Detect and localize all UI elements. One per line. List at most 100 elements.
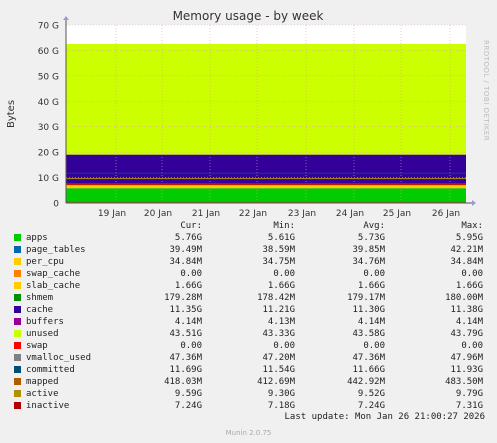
legend-swatch [14,390,21,397]
legend-label: buffers [26,317,64,327]
legend-swatch [14,270,21,277]
legend-label: unused [26,329,59,339]
legend-max-value: 34.84M [450,257,483,267]
legend-avg-value: 39.85M [352,245,385,255]
legend-row-swap: swap 0.00 0.00 0.00 0.00 [0,340,497,352]
legend-header: Cur: Min: Avg: Max: [0,220,497,232]
legend-min-value: 47.20M [262,353,295,363]
legend-label: per_cpu [26,257,64,267]
last-update: Last update: Mon Jan 26 21:00:27 2026 [284,412,485,422]
legend-min-value: 34.75M [262,257,295,267]
legend-swatch [14,342,21,349]
legend-swatch [14,294,21,301]
legend-row-cache: cache 11.35G 11.21G 11.30G 11.38G [0,304,497,316]
legend-cur-value: 9.59G [174,389,202,399]
legend-cur-value: 7.24G [174,401,202,411]
legend-swatch [14,354,21,361]
legend-min-value: 38.59M [262,245,295,255]
area-unused [66,43,466,155]
legend-min-value: 5.61G [267,233,295,243]
legend-avg-value: 9.52G [357,389,385,399]
legend-avg-value: 34.76M [352,257,385,267]
munin-version: Munin 2.0.75 [225,429,272,437]
x-tick-label: 25 Jan [383,209,411,219]
y-tick-label: 60 G [38,47,59,57]
legend-row-apps: apps 5.76G 5.61G 5.73G 5.95G [0,232,497,244]
legend-max-value: 7.31G [455,401,483,411]
legend-avg-value: 7.24G [357,401,385,411]
legend-swatch [14,246,21,253]
legend-swatch [14,318,21,325]
legend-max-value: 483.50M [445,377,483,387]
x-axis-arrow [472,200,476,206]
legend-avg-value: 0.00 [363,269,385,279]
legend-avg-value: 0.00 [363,341,385,351]
col-max: Max: [461,221,483,231]
legend-min-value: 9.30G [267,389,295,399]
legend-min-value: 0.00 [273,341,295,351]
legend-cur-value: 11.35G [169,305,202,315]
legend-swatch [14,306,21,313]
legend-max-value: 4.14M [455,317,483,327]
y-tick-label: 50 G [38,72,59,82]
legend-max-value: 1.66G [455,281,483,291]
area-shmem [66,183,466,184]
legend-max-value: 42.21M [450,245,483,255]
col-min: Min: [273,221,295,231]
y-axis-arrow [63,16,69,20]
legend-cur-value: 0.00 [180,269,202,279]
legend-label: page_tables [26,245,86,255]
legend-avg-value: 43.58G [352,329,385,339]
legend-avg-value: 11.30G [352,305,385,315]
legend-cur-value: 4.14M [174,317,202,327]
legend-swatch [14,258,21,265]
x-tick-label: 22 Jan [239,209,267,219]
legend-cur-value: 179.28M [164,293,202,303]
legend-row-shmem: shmem 179.28M 178.42M 179.17M 180.00M [0,292,497,304]
legend-swatch [14,282,21,289]
legend-min-value: 1.66G [267,281,295,291]
legend-cur-value: 39.49M [169,245,202,255]
legend-max-value: 5.95G [455,233,483,243]
area-apps [66,188,466,203]
legend-row-per_cpu: per_cpu 34.84M 34.75M 34.76M 34.84M [0,256,497,268]
col-avg: Avg: [363,221,385,231]
legend-row-inactive: inactive 7.24G 7.18G 7.24G 7.31G [0,400,497,412]
legend-row-vmalloc_used: vmalloc_used 47.36M 47.20M 47.36M 47.96M [0,352,497,364]
legend-min-value: 11.54G [262,365,295,375]
legend-cur-value: 47.36M [169,353,202,363]
legend-swatch [14,402,21,409]
legend-label: inactive [26,401,70,411]
x-tick-label: 19 Jan [98,209,126,219]
y-tick-label: 70 G [38,22,59,32]
legend-avg-value: 1.66G [357,281,385,291]
legend-swatch [14,378,21,385]
y-tick-label: 30 G [38,123,59,133]
legend-avg-value: 47.36M [352,353,385,363]
legend-avg-value: 5.73G [357,233,385,243]
legend-row-active: active 9.59G 9.30G 9.52G 9.79G [0,388,497,400]
legend-avg-value: 442.92M [347,377,385,387]
y-axis-label: Bytes [6,100,17,128]
legend-swatch [14,366,21,373]
legend-swatch [14,234,21,241]
legend-max-value: 43.79G [450,329,483,339]
x-tick-label: 20 Jan [144,209,172,219]
legend-cur-value: 43.51G [169,329,202,339]
legend-label: active [26,389,59,399]
legend-max-value: 0.00 [461,341,483,351]
legend-min-value: 43.33G [262,329,295,339]
legend-row-unused: unused 43.51G 43.33G 43.58G 43.79G [0,328,497,340]
legend-label: swap_cache [26,269,81,279]
legend-cur-value: 5.76G [174,233,202,243]
legend-max-value: 180.00M [445,293,483,303]
legend-label: vmalloc_used [26,353,92,363]
y-tick-label: 40 G [38,98,59,108]
legend-max-value: 11.38G [450,305,483,315]
legend-avg-value: 4.14M [357,317,385,327]
legend-max-value: 0.00 [461,269,483,279]
legend-max-value: 11.93G [450,365,483,375]
legend-label: shmem [26,293,54,303]
legend-min-value: 178.42M [257,293,295,303]
legend-cur-value: 418.03M [164,377,202,387]
